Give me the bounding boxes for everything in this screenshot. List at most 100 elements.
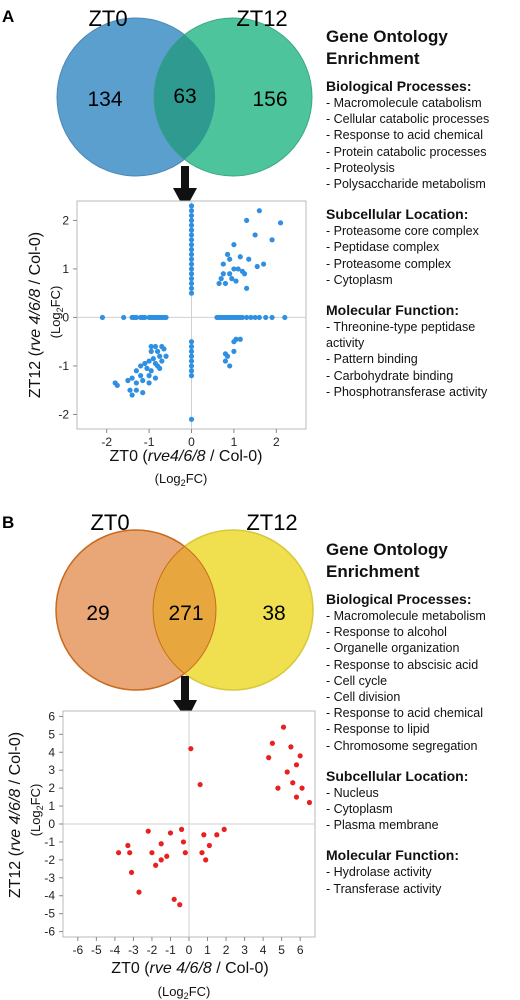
data-point	[148, 348, 154, 354]
venn-label-zt0: ZT0	[90, 510, 129, 535]
y-tick-label: -3	[44, 871, 55, 885]
data-point	[167, 830, 174, 836]
data-point	[231, 266, 237, 272]
data-point	[231, 348, 237, 354]
data-point	[188, 217, 195, 224]
venn-count-overlap: 271	[168, 602, 203, 625]
data-point	[152, 343, 159, 350]
venn-diagram-b: ZT0 ZT12 29 271 38	[55, 510, 314, 691]
go-item: - Plasma membrane	[326, 818, 439, 833]
data-point	[299, 785, 305, 791]
data-point	[266, 755, 272, 761]
data-point	[161, 346, 167, 352]
data-point	[256, 208, 262, 214]
y-tick-label: 2	[48, 781, 55, 795]
go-item: - Organelle organization	[326, 641, 460, 656]
venn-overlap	[153, 34, 216, 160]
panel-letter-b: B	[2, 513, 14, 532]
data-point	[235, 266, 241, 272]
go-item: - Phosphotransferase activity	[326, 384, 488, 399]
go-section-heading: Molecular Function:	[326, 302, 459, 319]
data-point	[254, 263, 260, 270]
y-tick-label: 3	[48, 763, 55, 777]
down-arrow-b	[173, 676, 197, 720]
go-section-heading: Biological Processes:	[326, 78, 472, 94]
data-point	[246, 256, 252, 262]
x-tick-label: -1	[144, 435, 155, 449]
data-point	[293, 794, 300, 800]
data-point	[188, 348, 195, 354]
x-tick-label: -5	[91, 943, 102, 957]
x-tick-label: 2	[273, 435, 280, 449]
go-title-line2: Enrichment	[326, 562, 420, 581]
panel-letter-a: A	[2, 7, 14, 26]
x-axis-label-a: ZT0 (rve4/6/8 / Col-0)	[110, 448, 263, 465]
data-point	[188, 222, 195, 228]
venn-label-zt12: ZT12	[236, 6, 287, 31]
data-point	[133, 380, 139, 386]
go-item: - Cellular catabolic processes	[326, 112, 490, 127]
data-point	[188, 276, 195, 282]
data-point	[142, 360, 148, 367]
data-point	[220, 261, 226, 267]
data-point	[188, 271, 195, 277]
go-item: - Response to acid chemical	[326, 128, 484, 143]
data-point	[218, 276, 224, 282]
data-point	[233, 278, 239, 284]
data-point	[206, 842, 212, 849]
data-point	[164, 853, 170, 859]
data-point	[224, 251, 231, 257]
x-tick-label: 5	[278, 943, 285, 957]
go-item: - Threonine-type peptidase	[326, 320, 476, 335]
data-point	[237, 254, 243, 260]
data-point	[244, 314, 250, 321]
x-tick-label: 1	[231, 435, 238, 449]
data-point	[128, 869, 135, 876]
data-point	[203, 857, 209, 863]
go-item: - Carbohydrate binding	[326, 368, 454, 383]
go-item: - Response to abscisic acid	[326, 657, 479, 672]
data-point	[188, 339, 195, 345]
data-point	[188, 290, 195, 296]
venn-label-zt12: ZT12	[246, 510, 297, 535]
data-point	[297, 753, 303, 759]
data-point	[142, 314, 148, 321]
data-point	[188, 373, 195, 379]
data-point	[229, 276, 235, 282]
data-point	[129, 392, 135, 398]
x-axis-unit-a: (Log2FC)	[155, 471, 208, 488]
data-point	[275, 785, 281, 791]
data-point	[260, 261, 267, 267]
data-point	[188, 208, 195, 214]
venn-count-right-only: 156	[252, 88, 287, 111]
venn-diagram-a: ZT0 ZT12 134 63 156	[56, 6, 313, 177]
data-point	[171, 896, 177, 902]
data-point	[133, 368, 139, 374]
y-axis-unit-b: (Log2FC)	[28, 784, 45, 837]
data-point	[188, 246, 195, 253]
data-point	[188, 343, 195, 350]
data-point	[159, 358, 165, 364]
data-point	[140, 377, 146, 384]
data-point	[188, 251, 195, 257]
data-point	[282, 314, 288, 321]
data-point	[188, 227, 195, 233]
data-point	[150, 356, 156, 362]
data-point	[188, 256, 195, 262]
venn-count-left-only: 29	[86, 602, 109, 625]
data-point	[231, 339, 237, 345]
data-point	[269, 237, 275, 243]
data-point	[121, 314, 127, 321]
y-axis-label-a: ZT12 (rve 4/6/8 / Col-0)	[27, 232, 44, 398]
data-point	[199, 850, 205, 856]
data-point	[269, 314, 275, 321]
go-enrichment-a: Gene Ontology Enrichment Biological Proc…	[326, 26, 520, 400]
go-item: - Cytoplasm	[326, 272, 393, 287]
data-point	[178, 826, 185, 832]
x-tick-label: 4	[260, 943, 267, 957]
x-tick-label: 3	[241, 943, 248, 957]
data-point	[115, 850, 122, 856]
data-point	[221, 826, 227, 832]
data-point	[125, 377, 131, 384]
